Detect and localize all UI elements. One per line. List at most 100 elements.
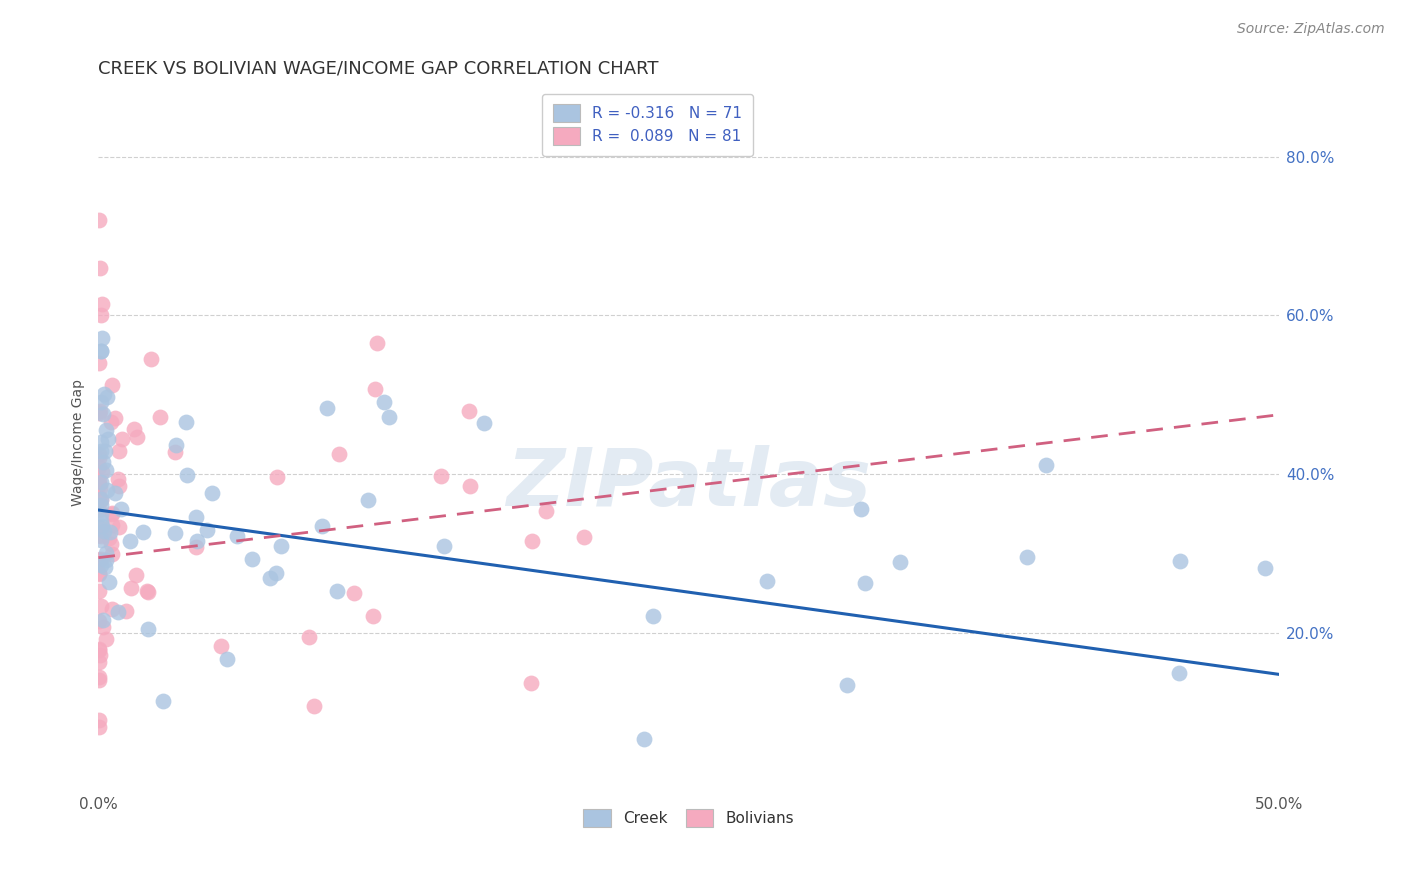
Point <box>89 482 111 496</box>
Point <box>138 622 160 636</box>
Point <box>87 477 110 491</box>
Point <box>87 615 110 629</box>
Point <box>87 503 110 517</box>
Point <box>141 351 163 366</box>
Point <box>366 336 388 351</box>
Point <box>853 575 876 590</box>
Point <box>110 501 132 516</box>
Point <box>226 529 249 543</box>
Point <box>87 566 110 580</box>
Point <box>174 415 197 429</box>
Point <box>100 415 122 429</box>
Point <box>107 606 129 620</box>
Point <box>89 655 111 669</box>
Point <box>91 455 114 469</box>
Point <box>357 492 380 507</box>
Point <box>264 566 287 580</box>
Point <box>90 434 112 449</box>
Point <box>186 534 208 549</box>
Point <box>97 432 120 446</box>
Point <box>115 603 138 617</box>
Point <box>90 492 112 507</box>
Point <box>91 614 114 628</box>
Point <box>87 450 110 465</box>
Point <box>186 541 208 555</box>
Point <box>89 670 111 684</box>
Point <box>458 479 481 493</box>
Point <box>96 546 118 560</box>
Point <box>849 501 872 516</box>
Point <box>100 537 122 551</box>
Point <box>87 583 110 598</box>
Point <box>433 539 456 553</box>
Text: ZIPatlas: ZIPatlas <box>506 445 872 524</box>
Point <box>87 447 110 461</box>
Point <box>90 493 112 508</box>
Point <box>127 430 149 444</box>
Point <box>136 585 159 599</box>
Point <box>89 552 111 566</box>
Point <box>94 463 117 477</box>
Point <box>458 404 481 418</box>
Point <box>90 344 112 359</box>
Point <box>132 525 155 540</box>
Y-axis label: Wage/Income Gap: Wage/Income Gap <box>72 379 86 506</box>
Point <box>90 443 112 458</box>
Point <box>89 260 111 275</box>
Point <box>176 467 198 482</box>
Point <box>430 468 453 483</box>
Point <box>520 533 543 548</box>
Point <box>98 524 121 539</box>
Point <box>122 422 145 436</box>
Point <box>94 560 117 574</box>
Point <box>328 447 350 461</box>
Point <box>325 584 347 599</box>
Point <box>90 599 112 613</box>
Point <box>90 507 112 521</box>
Point <box>755 574 778 588</box>
Point <box>209 639 232 653</box>
Point <box>93 524 115 538</box>
Point <box>120 581 142 595</box>
Point <box>215 652 238 666</box>
Point <box>536 503 558 517</box>
Point <box>240 551 263 566</box>
Point <box>472 416 495 430</box>
Point <box>302 698 325 713</box>
Point <box>184 509 207 524</box>
Point <box>87 642 110 657</box>
Text: Source: ZipAtlas.com: Source: ZipAtlas.com <box>1237 22 1385 37</box>
Point <box>108 520 131 534</box>
Point <box>94 553 117 567</box>
Point <box>377 410 399 425</box>
Legend: Creek, Bolivians: Creek, Bolivians <box>578 804 800 833</box>
Point <box>1015 550 1038 565</box>
Point <box>89 356 111 370</box>
Point <box>89 673 111 687</box>
Point <box>91 518 114 533</box>
Point <box>87 477 110 491</box>
Point <box>100 506 122 520</box>
Point <box>270 539 292 553</box>
Point <box>100 377 122 392</box>
Point <box>104 485 127 500</box>
Point <box>90 344 112 359</box>
Point <box>107 471 129 485</box>
Point <box>316 401 339 415</box>
Point <box>259 571 281 585</box>
Point <box>90 297 112 311</box>
Point <box>101 507 124 521</box>
Point <box>125 568 148 582</box>
Point <box>373 395 395 409</box>
Point <box>89 567 111 582</box>
Point <box>87 553 110 567</box>
Point <box>298 630 321 644</box>
Point <box>91 465 114 479</box>
Point <box>311 519 333 533</box>
Point <box>163 525 186 540</box>
Point <box>94 632 117 647</box>
Point <box>91 620 114 634</box>
Point <box>108 479 131 493</box>
Point <box>135 583 157 598</box>
Point <box>98 531 121 545</box>
